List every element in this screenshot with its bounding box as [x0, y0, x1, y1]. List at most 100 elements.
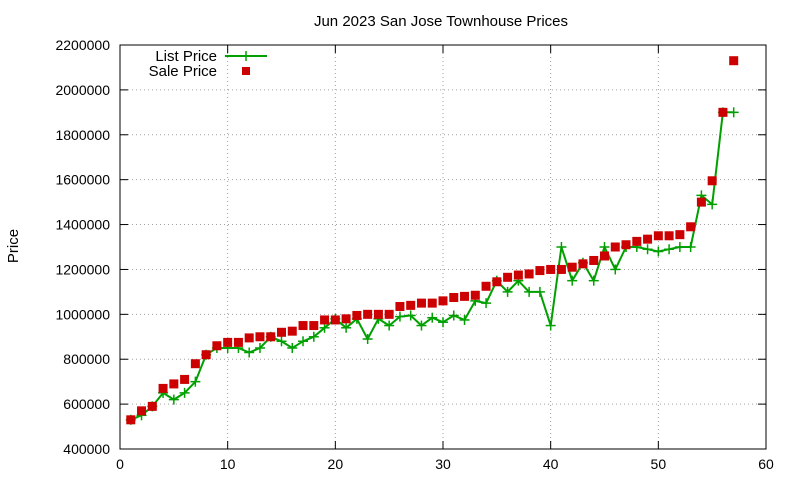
y-tick-label: 2000000 [55, 82, 110, 98]
series [125, 56, 739, 425]
sale-price-point [675, 230, 685, 240]
list-price-point [405, 310, 416, 321]
list-price-point [244, 347, 255, 358]
sale-price-point [729, 56, 739, 66]
y-tick-label: 2200000 [55, 37, 110, 53]
legend-cross [241, 51, 251, 61]
legend: List Price Sale Price [149, 48, 267, 80]
y-tick-label: 1200000 [55, 261, 110, 277]
sale-price-point [341, 314, 351, 324]
y-tick-label: 1000000 [55, 306, 110, 322]
sale-price-point [320, 315, 330, 325]
list-price-point [384, 320, 395, 331]
sale-price-point [438, 296, 448, 306]
sale-price-point [632, 236, 642, 246]
list-price-point [728, 107, 739, 118]
list-price-point [254, 343, 265, 353]
list-price-point [524, 286, 535, 297]
sale-price-point [600, 251, 609, 261]
list-price-point [276, 336, 287, 347]
list-price-point [287, 343, 298, 353]
sale-price-point [546, 264, 556, 274]
ticks: 400000 600000 800000 1000000 1200000 1400000 1… [55, 37, 774, 472]
list-price-point [416, 320, 427, 331]
sale-price-point [277, 327, 286, 337]
sale-price-point [190, 359, 200, 369]
x-tick-label: 60 [758, 456, 774, 472]
x-tick-label: 10 [220, 456, 236, 472]
sale-price-point [416, 298, 426, 308]
sale-price-point [363, 309, 373, 319]
list-price-point [664, 244, 675, 255]
sale-price-point [707, 176, 717, 186]
sale-price-point [158, 383, 168, 393]
sale-price-point [449, 293, 459, 302]
sale-price-point [427, 298, 437, 308]
list-price-point [502, 286, 513, 297]
sale-price-point [352, 310, 362, 320]
sale-price-point [492, 277, 502, 287]
sale-price-point [212, 341, 222, 351]
sale-price-point [610, 242, 620, 252]
chart-title: Jun 2023 San Jose Townhouse Prices [314, 13, 568, 30]
sale-price-point [201, 350, 211, 360]
sale-price-point [126, 415, 136, 425]
list-price-point [298, 336, 309, 347]
list-price-point [448, 310, 459, 321]
sale-price-point [513, 270, 523, 280]
list-price-point [459, 314, 470, 325]
sale-price-point [718, 107, 728, 117]
sale-price-point [309, 321, 319, 331]
sale-price-point [169, 379, 179, 389]
sale-price-point [244, 333, 254, 343]
sale-price-point [255, 332, 265, 342]
sale-price-point [147, 401, 157, 411]
list-price-point [545, 320, 556, 331]
sale-price-point [298, 321, 308, 331]
list-price-point [190, 376, 201, 387]
list-price-point [567, 275, 578, 286]
sale-price-point [578, 259, 588, 269]
sale-price-point [481, 281, 491, 291]
list-price-point [308, 331, 319, 342]
list-price-point [168, 394, 179, 405]
y-tick-label: 1600000 [55, 172, 110, 188]
list-price-point [427, 312, 438, 323]
list-price-point [685, 242, 696, 252]
sale-price-point [556, 264, 566, 274]
legend-marker-list-price [241, 51, 251, 61]
legend-label-sale-price: Sale Price [149, 63, 217, 80]
sale-price-point [535, 266, 545, 276]
sale-price-point [233, 337, 243, 347]
sale-price-point [330, 315, 340, 325]
sale-price-point [266, 332, 276, 342]
list-price-point [707, 199, 718, 210]
x-tick-label: 50 [651, 456, 667, 472]
list-price-point [610, 264, 621, 275]
sale-price-point [137, 406, 147, 416]
list-price-point [481, 298, 492, 309]
sale-price-point [503, 272, 513, 282]
list-price-point [653, 246, 664, 257]
sale-price-point [406, 300, 416, 310]
sale-price-point [460, 291, 470, 301]
list-price-point [438, 317, 448, 328]
sale-price-point [621, 240, 631, 250]
y-axis-label: Price [5, 229, 22, 263]
sale-price-point [524, 269, 534, 279]
legend-swatch-sale-price [242, 67, 250, 75]
list-price-point [179, 387, 190, 398]
sale-price-point [223, 337, 233, 347]
list-price-point [394, 311, 405, 322]
legend-label-list-price: List Price [155, 48, 217, 65]
x-tick-label: 20 [328, 456, 344, 472]
list-price-point [341, 322, 352, 333]
sale-price-point [696, 197, 706, 207]
y-tick-label: 600000 [63, 396, 110, 412]
sale-price-point [686, 222, 696, 232]
list-price-point [319, 322, 330, 333]
list-price-point [534, 286, 545, 297]
y-tick-label: 1400000 [55, 217, 110, 233]
